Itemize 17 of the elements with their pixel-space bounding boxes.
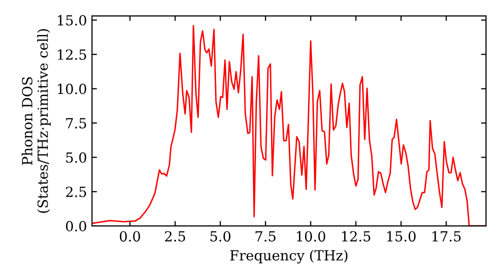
x-tick-label: 10.0 bbox=[296, 231, 326, 242]
y-tick-label: 7.5 bbox=[66, 118, 86, 128]
y-tick-label: 15.0 bbox=[58, 15, 86, 26]
x-tick-label: 0.0 bbox=[120, 231, 140, 242]
y-tick-label: 5.0 bbox=[66, 152, 86, 163]
y-axis-title: Phonon DOS (States/THz·primitive cell) bbox=[22, 29, 51, 213]
x-tick-label: 17.5 bbox=[432, 231, 461, 242]
y-tick-label: 0.0 bbox=[66, 220, 86, 232]
y-tick-label: 2.5 bbox=[66, 186, 86, 198]
x-axis-title: Frequency (THz) bbox=[230, 250, 348, 264]
x-tick-label: 2.5 bbox=[165, 231, 186, 242]
x-tick-label: 15.0 bbox=[387, 231, 416, 242]
y-tick-label: 12.5 bbox=[58, 49, 86, 60]
x-tick-label: 7.5 bbox=[256, 231, 276, 242]
x-tick-label: 5.0 bbox=[210, 231, 230, 242]
y-tick-label: 10.0 bbox=[58, 84, 86, 94]
x-tick-label: 12.5 bbox=[342, 231, 370, 242]
